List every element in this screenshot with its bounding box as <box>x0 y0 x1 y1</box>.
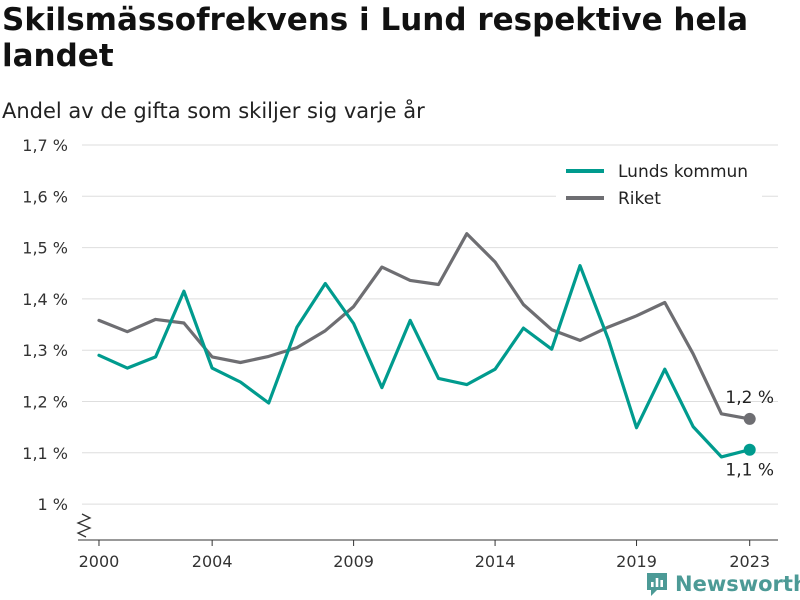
y-tick-label: 1,3 % <box>22 341 68 360</box>
y-tick-label: 1,2 % <box>22 392 68 411</box>
y-tick-label: 1,4 % <box>22 290 68 309</box>
end-data-label: 1,1 % <box>725 461 774 481</box>
axis-break-icon <box>76 513 92 538</box>
series-end-point <box>743 443 756 456</box>
grid-lines <box>82 144 778 505</box>
y-tick-label: 1,5 % <box>22 239 68 258</box>
x-tick-label: 2014 <box>475 552 516 571</box>
x-tick-label: 2019 <box>616 552 657 571</box>
y-tick-label: 1 % <box>38 495 68 514</box>
series-lines <box>97 232 752 459</box>
x-axis: 2000 2004 2009 2014 2019 2023 <box>76 513 778 571</box>
series-end-point <box>743 412 756 425</box>
legend-label: Lunds kommun <box>618 162 748 182</box>
x-tick-label: 2000 <box>79 552 120 571</box>
y-tick-label: 1,7 % <box>22 136 68 155</box>
legend-background <box>556 152 762 216</box>
y-axis-tick-labels: 1 % 1,1 % 1,2 % 1,3 % 1,4 % 1,5 % 1,6 % 1,7 % <box>22 136 68 514</box>
series-line <box>97 264 752 459</box>
brand-name: Newsworthy <box>675 572 800 596</box>
y-tick-label: 1,1 % <box>22 444 68 463</box>
end-data-label: 1,2 % <box>725 388 774 408</box>
legend-label: Riket <box>618 189 661 209</box>
y-tick-label: 1,6 % <box>22 187 68 206</box>
chart-title: Skilsmässofrekvens i Lund respektive hel… <box>2 2 749 74</box>
chart-subtitle: Andel av de gifta som skiljer sig varje … <box>2 99 425 123</box>
legend: Lunds kommun Riket <box>556 152 762 216</box>
brand-logo: Newsworthy <box>645 569 800 599</box>
x-tick-label: 2009 <box>333 552 374 571</box>
x-tick-label: 2004 <box>192 552 233 571</box>
x-tick-label: 2023 <box>729 552 770 571</box>
newsworthy-logo-icon <box>647 573 667 596</box>
series-end-points: 1,1 % 1,2 % <box>725 388 774 481</box>
